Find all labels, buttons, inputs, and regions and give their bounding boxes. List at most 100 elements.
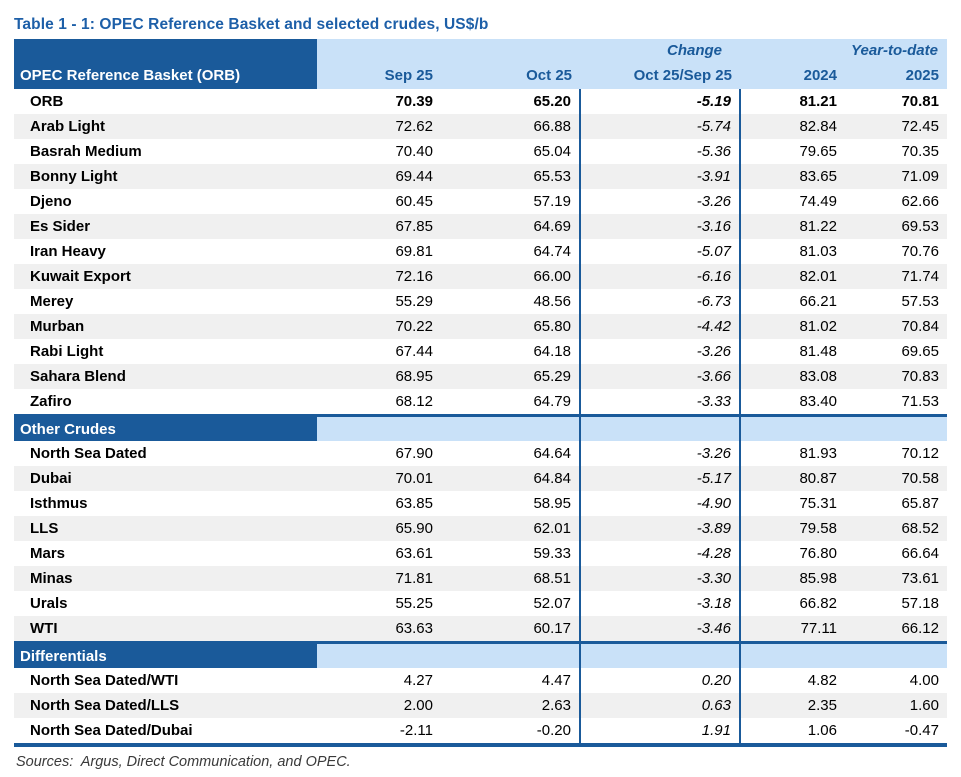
header-corner-spacer [14, 39, 317, 62]
table-row: Dubai 70.01 64.84 -5.17 80.87 70.58 [14, 466, 947, 491]
table-row: North Sea Dated/WTI 4.27 4.47 0.20 4.82 4.00 [14, 668, 947, 693]
value-cell: -0.20 [441, 718, 580, 747]
value-cell: -3.16 [579, 214, 741, 239]
value-cell: 4.00 [909, 672, 939, 689]
value-cell: -0.47 [845, 718, 947, 747]
crude-name-cell: North Sea Dated/LLS [14, 693, 317, 718]
crude-name-cell: LLS [14, 516, 317, 541]
value-cell: 65.87 [901, 495, 939, 512]
value-cell: 55.25 [395, 595, 433, 612]
crude-name-cell: Minas [14, 566, 317, 591]
value-cell: 60.45 [395, 193, 433, 210]
value-cell: 1.06 [740, 718, 845, 747]
value-cell: 81.22 [740, 214, 845, 239]
value-cell: -3.91 [579, 164, 741, 189]
value-cell: 48.56 [533, 293, 571, 310]
value-cell: 70.84 [845, 314, 947, 339]
table-row: Arab Light 72.62 66.88 -5.74 82.84 72.45 [14, 114, 947, 139]
value-cell: 70.35 [901, 143, 939, 160]
crude-name-cell: Sahara Blend [14, 364, 317, 389]
column-header-sep25: Sep 25 [317, 62, 441, 89]
column-header-2025: 2025 [845, 62, 947, 89]
crude-name-cell: North Sea Dated/WTI [30, 672, 179, 689]
crude-name-cell: Isthmus [30, 495, 88, 512]
crude-name-cell: Arab Light [14, 114, 317, 139]
value-cell: 4.27 [403, 672, 433, 689]
orb-price-table: Change Year-to-date OPEC Reference Baske… [14, 39, 947, 747]
value-cell: 71.74 [845, 264, 947, 289]
value-cell: 81.93 [799, 445, 837, 462]
value-cell: 63.63 [317, 616, 441, 643]
value-cell: 69.81 [395, 243, 433, 260]
value-cell: -5.74 [579, 114, 741, 139]
table-row: Bonny Light 69.44 65.53 -3.91 83.65 71.09 [14, 164, 947, 189]
value-cell: -3.18 [579, 591, 741, 616]
value-cell: 1.91 [579, 718, 741, 747]
value-cell: 68.12 [395, 393, 433, 410]
section-fill-cell [317, 641, 441, 668]
crude-name-cell: Rabi Light [30, 343, 104, 360]
value-cell: 80.87 [740, 466, 845, 491]
section-fill-cell [740, 414, 845, 441]
value-cell: 64.18 [533, 343, 571, 360]
value-cell: 73.61 [845, 566, 947, 591]
table-row: Es Sider 67.85 64.69 -3.16 81.22 69.53 [14, 214, 947, 239]
crude-name-cell: WTI [14, 616, 317, 643]
value-cell: 65.90 [317, 516, 441, 541]
table-row: Zafiro 68.12 64.79 -3.33 83.40 71.53 [14, 389, 947, 416]
crude-name-cell: North Sea Dated/Dubai [14, 718, 317, 747]
value-cell: 4.47 [541, 672, 571, 689]
value-cell: 65.80 [441, 314, 580, 339]
table-row: Djeno 60.45 57.19 -3.26 74.49 62.66 [14, 189, 947, 214]
value-cell: 75.31 [799, 495, 837, 512]
header-spacer-oct25 [441, 39, 580, 62]
section-fill-cell [845, 641, 947, 668]
value-cell: -6.16 [579, 264, 741, 289]
value-cell: 57.19 [533, 193, 571, 210]
value-cell: 64.69 [441, 214, 580, 239]
value-cell: -3.26 [579, 441, 741, 466]
value-cell: -5.36 [579, 139, 741, 164]
crude-name-cell: Iran Heavy [30, 243, 106, 260]
value-cell: 65.20 [533, 93, 571, 110]
section-fill-cell [441, 414, 580, 441]
value-cell: 67.44 [395, 343, 433, 360]
table-row: North Sea Dated/Dubai -2.11 -0.20 1.91 1.06-… [14, 718, 947, 747]
value-cell: 64.84 [441, 466, 580, 491]
value-cell: 66.12 [845, 616, 947, 643]
value-cell: 83.08 [740, 364, 845, 389]
value-cell: -3.26 [579, 189, 741, 214]
value-cell: -5.17 [579, 466, 741, 491]
section-fill-cell [317, 414, 441, 441]
value-cell: 64.79 [533, 393, 571, 410]
value-cell: 68.52 [845, 516, 947, 541]
value-cell: 2.63 [441, 693, 580, 718]
value-cell: 52.07 [533, 595, 571, 612]
sources-note: Sources: Argus, Direct Communication, an… [16, 754, 351, 770]
value-cell: 69.65 [901, 343, 939, 360]
value-cell: -6.73 [579, 289, 741, 314]
value-cell: 66.88 [441, 114, 580, 139]
value-cell: 70.22 [317, 314, 441, 339]
value-cell: 70.39 [395, 93, 433, 110]
value-cell: 57.18 [901, 595, 939, 612]
value-cell: -5.19 [579, 89, 741, 114]
crude-name-cell: Zafiro [30, 393, 72, 410]
value-cell: 82.84 [740, 114, 845, 139]
value-cell: 79.65 [799, 143, 837, 160]
value-cell: 66.64 [901, 545, 939, 562]
header-spacer-sep25 [317, 39, 441, 62]
value-cell: 83.65 [740, 164, 845, 189]
value-cell: -2.11 [317, 718, 441, 747]
value-cell: 70.76 [901, 243, 939, 260]
value-cell: 70.58 [845, 466, 947, 491]
table-row: Rabi Light 67.44 64.18 -3.26 81.48 69.65 [14, 339, 947, 364]
value-cell: 58.95 [533, 495, 571, 512]
value-cell: -4.28 [579, 541, 741, 566]
table-row: Merey 55.29 48.56 -6.73 66.21 57.53 [14, 289, 947, 314]
table-row: LLS 65.90 62.01 -3.89 79.58 68.52 [14, 516, 947, 541]
column-header-2024: 2024 [740, 62, 845, 89]
value-cell: 70.40 [395, 143, 433, 160]
crude-name-cell: Kuwait Export [14, 264, 317, 289]
